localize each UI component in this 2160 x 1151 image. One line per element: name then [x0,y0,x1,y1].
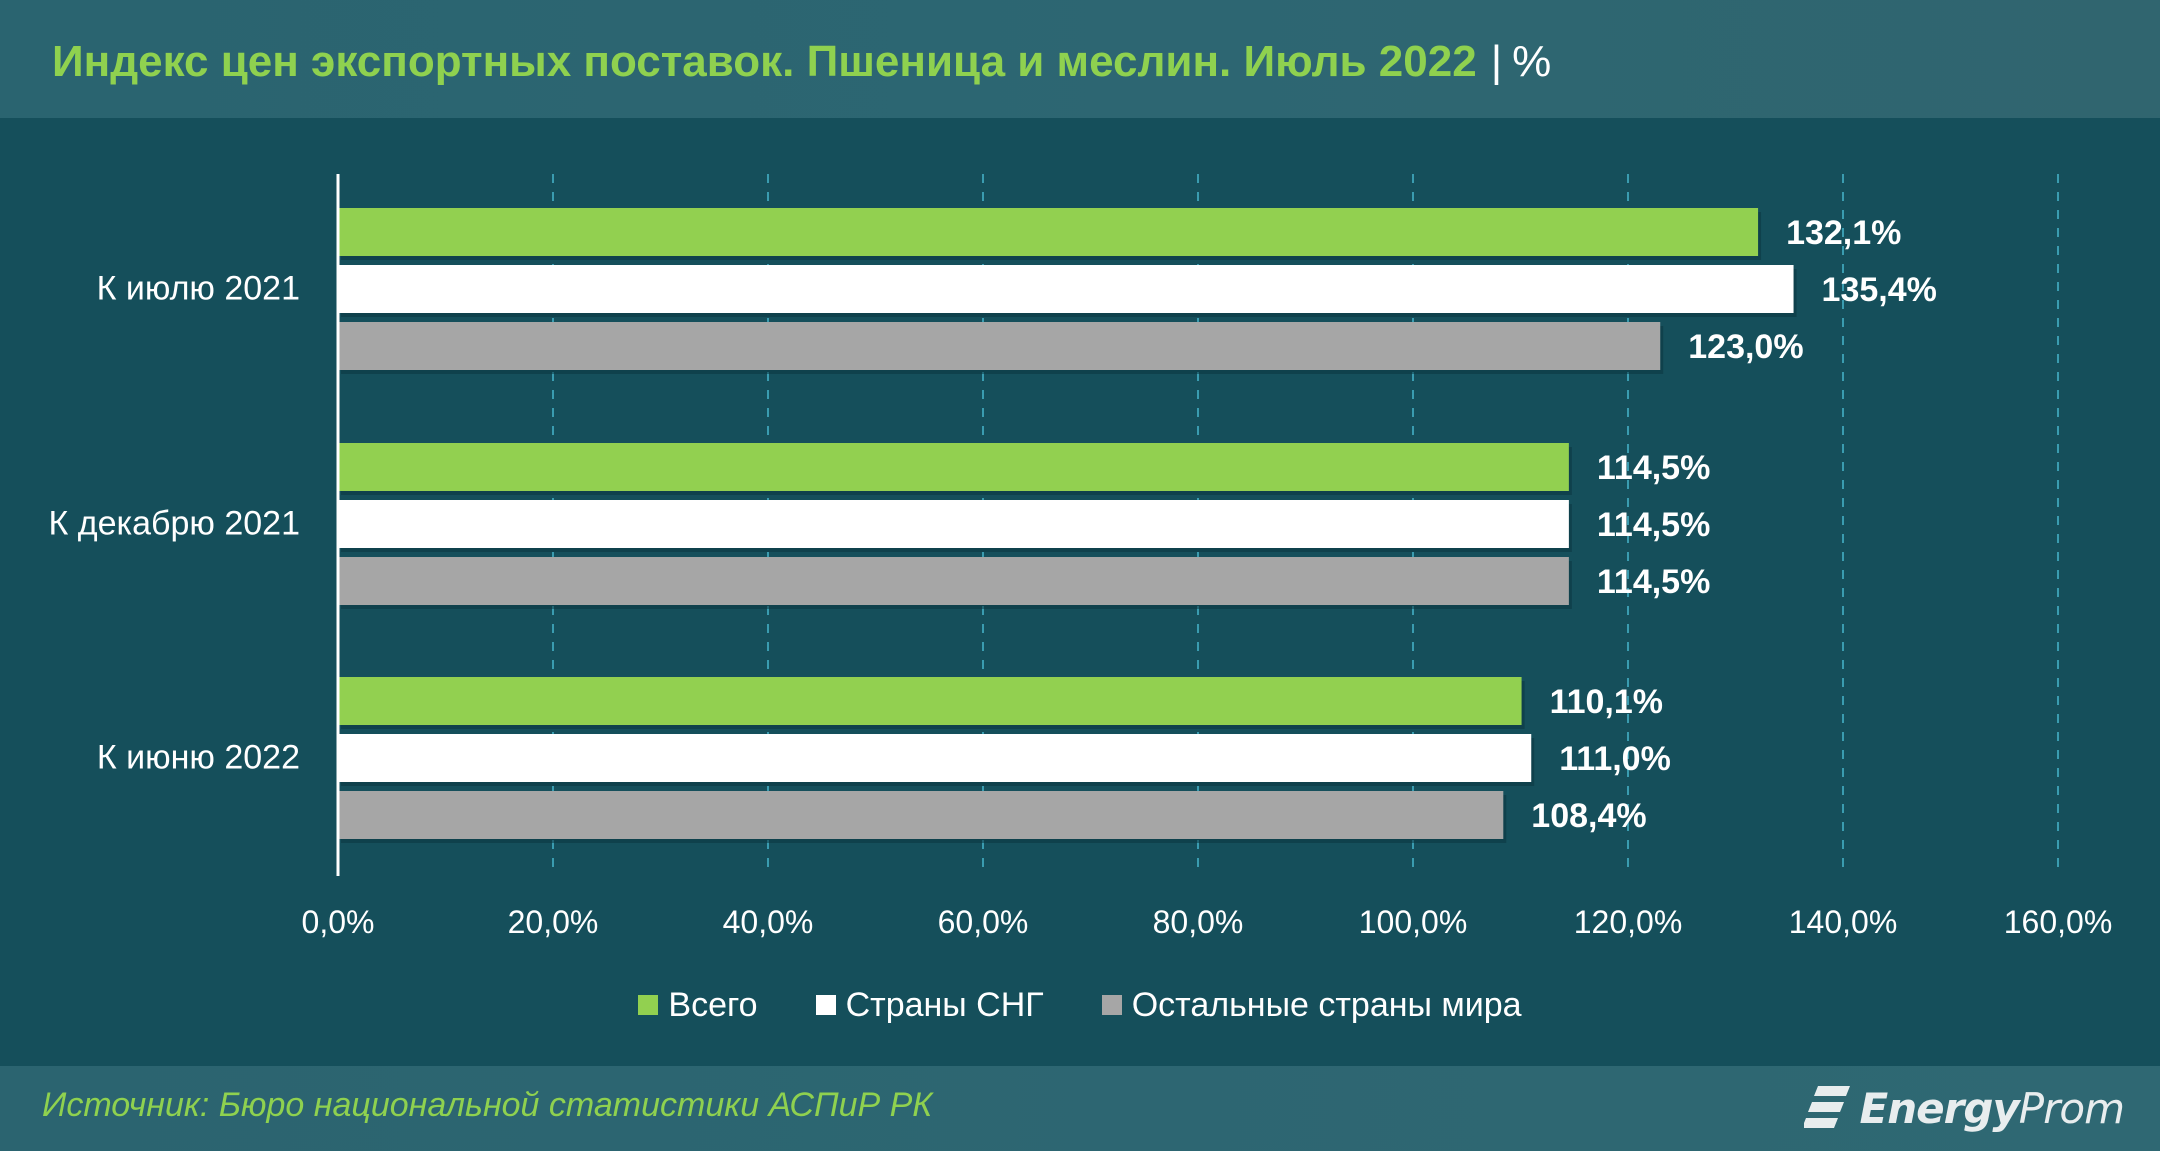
bar-1-2 [338,443,1569,491]
bar-3-1 [338,322,1661,370]
bar-2-2 [338,500,1569,548]
title-separator: | [1490,37,1503,86]
data-label: 114,5% [1597,563,1710,601]
header-bar: Индекс цен экспортных поставок. Пшеница … [0,0,2160,118]
category-label: К июлю 2021 [96,269,300,308]
x-tick-label: 0,0% [302,904,375,940]
x-tick-label: 120,0% [1574,904,1683,940]
data-label: 135,4% [1822,271,1937,309]
logo-text-regular: Prom [2018,1083,2125,1133]
data-label: 114,5% [1597,506,1710,544]
x-tick-label: 60,0% [938,904,1029,940]
legend-label: Всего [668,985,758,1024]
bar-2-1 [338,265,1794,313]
legend-item: Страны СНГ [815,985,1044,1025]
bar-3-3 [338,791,1504,839]
logo-mark-icon [1803,1086,1850,1128]
chart-title: Индекс цен экспортных поставок. Пшеница … [52,37,1477,86]
logo-text: EnergyProm [1859,1083,2125,1133]
chart-title-line: Индекс цен экспортных поставок. Пшеница … [52,30,1551,94]
footer-bar: Источник: Бюро национальной статистики А… [0,1066,2160,1151]
legend-swatch [638,995,659,1015]
chart-legend: Всего Страны СНГ Остальные страны мира [0,980,2160,1030]
chart-area: 132,1% 135,4% 123,0% 114,5% 114,5% 114,5% 110,… [0,118,2160,1066]
data-label: 108,4% [1531,797,1646,835]
category-label: К июню 2022 [96,738,300,777]
bar-2-3 [338,734,1532,782]
bar-3-2 [338,557,1569,605]
x-tick-label: 100,0% [1359,904,1468,940]
legend-swatch [815,995,836,1015]
data-label: 114,5% [1597,449,1710,487]
title-unit: % [1512,37,1552,86]
legend-label: Страны СНГ [845,985,1044,1024]
legend-item: Всего [638,985,758,1025]
x-tick-label: 160,0% [2004,904,2113,940]
source-note: Источник: Бюро национальной статистики А… [42,1086,933,1124]
data-label: 132,1% [1786,214,1901,252]
x-tick-label: 140,0% [1789,904,1898,940]
logo-text-bold: Energy [1859,1083,2020,1133]
bar-chart: 132,1% 135,4% 123,0% 114,5% 114,5% 114,5% 110,… [302,174,2113,940]
energyprom-logo: EnergyProm [1803,1080,2125,1136]
category-label: К декабрю 2021 [48,504,301,543]
x-tick-label: 40,0% [723,904,814,940]
bar-1-1 [338,208,1759,256]
x-tick-label: 20,0% [508,904,599,940]
legend-item: Остальные страны мира [1101,985,1522,1025]
data-label: 110,1% [1550,683,1663,721]
legend-swatch [1101,995,1122,1015]
data-label: 111,0% [1559,740,1671,778]
data-label: 123,0% [1688,328,1803,366]
bar-1-3 [338,677,1522,725]
legend-label: Остальные страны мира [1131,985,1522,1024]
x-tick-label: 80,0% [1153,904,1244,940]
